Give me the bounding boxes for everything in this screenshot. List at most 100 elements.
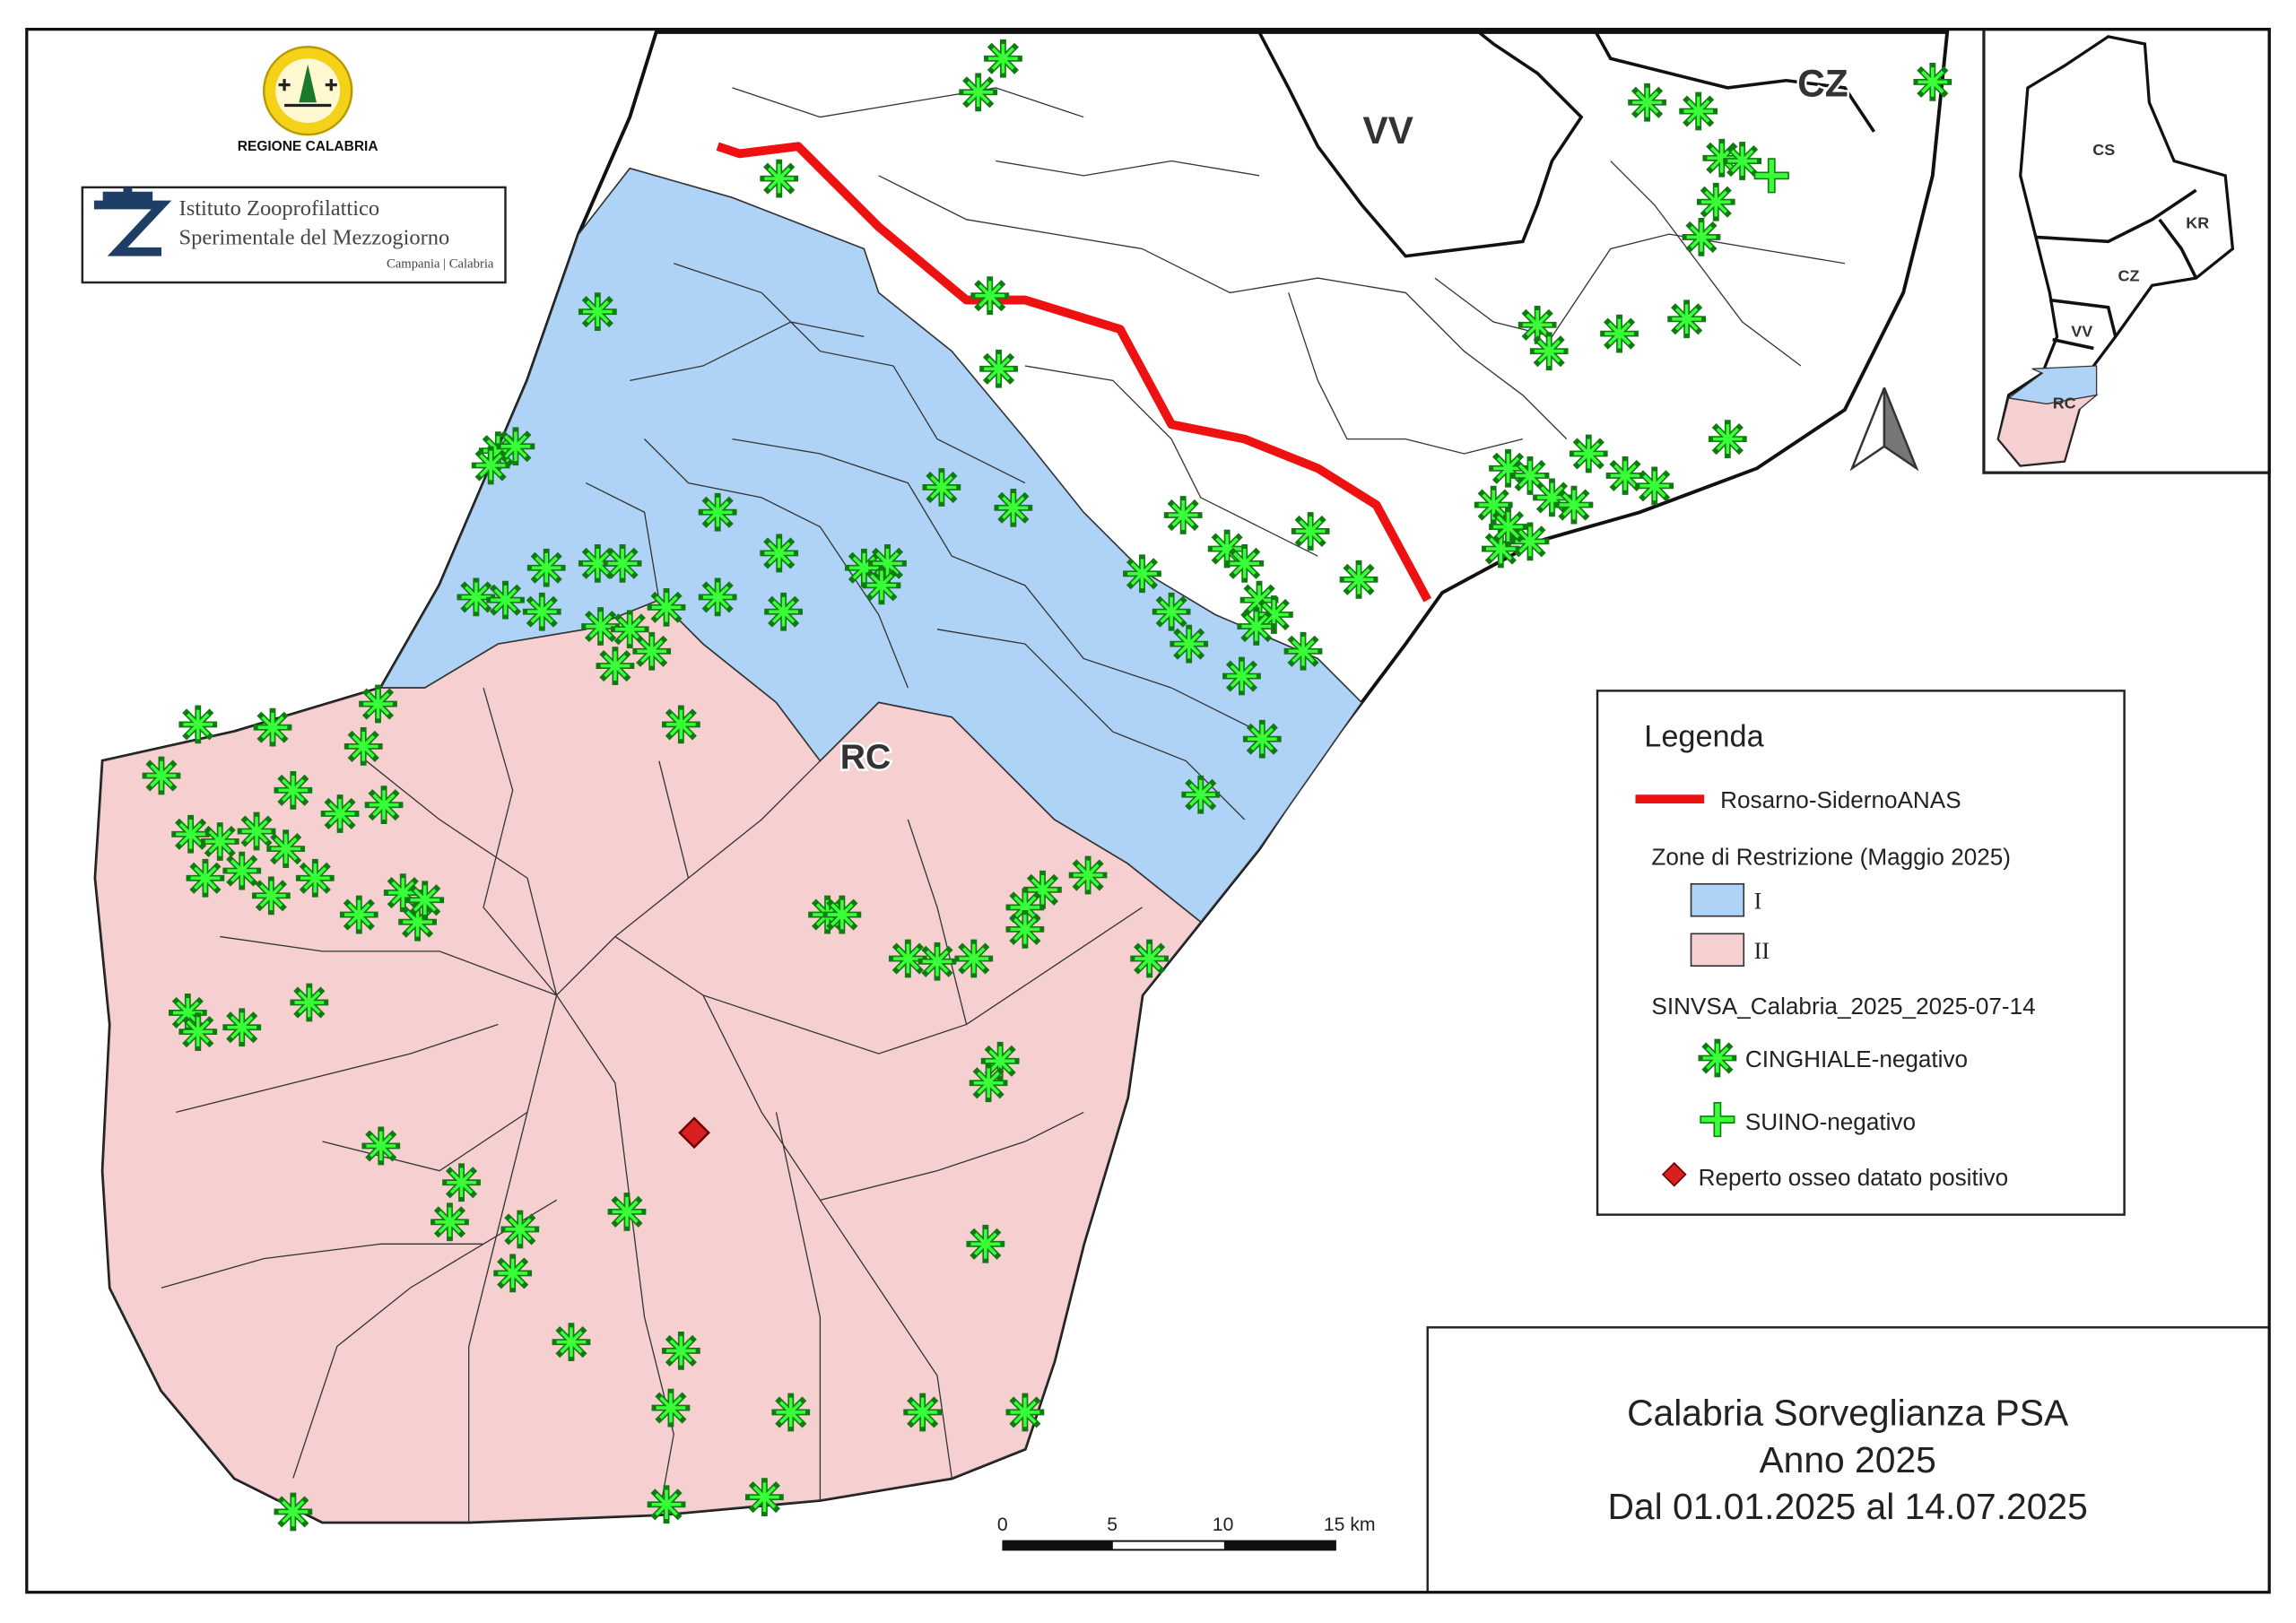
cinghiale-marker bbox=[1631, 86, 1664, 118]
cinghiale-marker bbox=[299, 862, 331, 894]
cinghiale-marker bbox=[655, 1392, 687, 1424]
cinghiale-marker bbox=[1700, 186, 1732, 218]
institute-name: Istituto Zooprofilattico bbox=[179, 196, 380, 221]
cinghiale-marker bbox=[446, 1167, 478, 1199]
cinghiale-marker bbox=[434, 1206, 466, 1238]
cinghiale-marker bbox=[1492, 511, 1525, 543]
cinghiale-marker bbox=[768, 595, 800, 628]
cinghiale-marker bbox=[599, 650, 631, 682]
cinghiale-marker bbox=[1683, 95, 1715, 127]
cinghiale-marker bbox=[958, 942, 990, 975]
province-label: CZ bbox=[1797, 63, 1848, 105]
cinghiale-marker bbox=[1711, 423, 1744, 456]
cinghiale-marker bbox=[1246, 723, 1278, 755]
title-line: Anno 2025 bbox=[1759, 1439, 1935, 1480]
cinghiale-marker bbox=[175, 818, 207, 850]
cinghiale-marker bbox=[204, 826, 236, 858]
cinghiale-marker bbox=[497, 1257, 529, 1289]
cinghiale-marker bbox=[1240, 611, 1273, 643]
cinghiale-marker bbox=[701, 581, 734, 613]
cinghiale-marker bbox=[826, 898, 858, 931]
cinghiale-marker bbox=[343, 898, 375, 931]
cinghiale-marker bbox=[1229, 547, 1261, 579]
cinghiale-marker bbox=[409, 884, 441, 916]
legend-title: Legenda bbox=[1644, 719, 1764, 753]
cinghiale-marker bbox=[277, 1496, 309, 1528]
cinghiale-marker bbox=[775, 1396, 807, 1428]
cinghiale-marker bbox=[257, 711, 289, 743]
cinghiale-marker bbox=[182, 708, 214, 741]
title-box: Calabria Sorveglianza PSA Anno 2025 Dal … bbox=[1426, 1326, 2271, 1593]
legend-zone: I bbox=[1754, 889, 1762, 915]
legend-zone-ii-symbol bbox=[1690, 933, 1745, 968]
cinghiale-marker bbox=[763, 162, 796, 195]
scale-label: 10 bbox=[1213, 1515, 1234, 1535]
cinghiale-marker bbox=[226, 1011, 258, 1044]
cinghiale-marker bbox=[490, 584, 522, 616]
inset-label: RC bbox=[2053, 394, 2076, 412]
cinghiale-marker bbox=[701, 496, 734, 528]
inset-map: CS KR CZ VV RC bbox=[1982, 28, 2271, 474]
cinghiale-marker bbox=[606, 547, 639, 579]
cinghiale-marker bbox=[555, 1326, 587, 1358]
cinghiale-marker bbox=[962, 76, 995, 108]
cinghiale-marker bbox=[1009, 913, 1041, 945]
cinghiale-marker bbox=[1917, 65, 1949, 98]
cinghiale-marker bbox=[1572, 438, 1605, 470]
map-labels: VV CZ RC bbox=[838, 60, 1850, 778]
cinghiale-marker bbox=[474, 449, 507, 482]
scale-bar: 0 5 10 15 km bbox=[997, 1515, 1376, 1551]
cinghiale-marker bbox=[255, 880, 287, 912]
cinghiale-marker bbox=[997, 491, 1030, 524]
inset-label: CS bbox=[2092, 141, 2115, 159]
cinghiale-marker bbox=[907, 1396, 939, 1428]
cinghiale-marker bbox=[1072, 859, 1104, 891]
cinghiale-marker bbox=[1639, 470, 1671, 502]
zone-ii bbox=[94, 599, 1202, 1523]
cinghiale-marker bbox=[368, 789, 400, 821]
cinghiale-marker bbox=[270, 833, 302, 865]
institute-name: Sperimentale del Mezzogiorno bbox=[179, 226, 450, 250]
frame bbox=[25, 28, 2271, 1594]
cinghiale-marker bbox=[347, 730, 379, 762]
cinghiale-marker bbox=[748, 1481, 780, 1514]
cinghiale-marker bbox=[189, 862, 222, 894]
cinghiale-marker bbox=[1343, 563, 1375, 595]
cinghiale-marker bbox=[277, 774, 309, 806]
cinghiale-marker bbox=[974, 280, 1006, 312]
cinghiale-marker bbox=[1009, 1396, 1041, 1428]
positive-marker bbox=[678, 1116, 710, 1150]
cinghiale-marker bbox=[665, 1334, 697, 1367]
cinghiale-marker bbox=[581, 296, 613, 328]
region-logo: REGIONE CALABRIA bbox=[238, 46, 378, 154]
region-logo-text: REGIONE CALABRIA bbox=[238, 139, 378, 154]
cinghiale-marker bbox=[226, 855, 258, 887]
cinghiale-marker bbox=[983, 352, 1015, 385]
cinghiale-marker bbox=[665, 708, 697, 741]
legend: Legenda Rosarno-SidernoANAS Zone di Rest… bbox=[1596, 690, 2126, 1216]
cinghiale-marker bbox=[865, 569, 898, 602]
cinghiale-marker bbox=[500, 430, 532, 463]
cinghiale-marker bbox=[1604, 317, 1636, 350]
legend-zones-title: Zone di Restrizione (Maggio 2025) bbox=[1651, 844, 2011, 871]
municipal-boundaries bbox=[161, 87, 1845, 1523]
cinghiale-marker bbox=[763, 537, 796, 569]
cinghiale-marker bbox=[926, 472, 958, 504]
legend-zone: II bbox=[1754, 938, 1770, 964]
cinghiale-marker bbox=[1726, 145, 1759, 178]
province-boundary bbox=[1257, 30, 1876, 258]
inset-label: KR bbox=[2186, 214, 2209, 232]
cinghiale-marker bbox=[970, 1228, 1002, 1260]
legend-zone-i-symbol bbox=[1690, 882, 1745, 917]
legend-item: SUINO-negativo bbox=[1745, 1108, 1916, 1135]
cinghiale-marker bbox=[1185, 778, 1217, 811]
cinghiale-marker bbox=[1126, 558, 1159, 590]
legend-road: Rosarno-SidernoANAS bbox=[1720, 786, 1961, 813]
cinghiale-marker bbox=[1226, 660, 1258, 692]
cinghiale-marker bbox=[240, 815, 273, 847]
institute-subtitle: Campania | Calabria bbox=[387, 257, 494, 272]
cinghiale-marker bbox=[526, 595, 558, 628]
cinghiale-marker bbox=[1173, 628, 1205, 660]
